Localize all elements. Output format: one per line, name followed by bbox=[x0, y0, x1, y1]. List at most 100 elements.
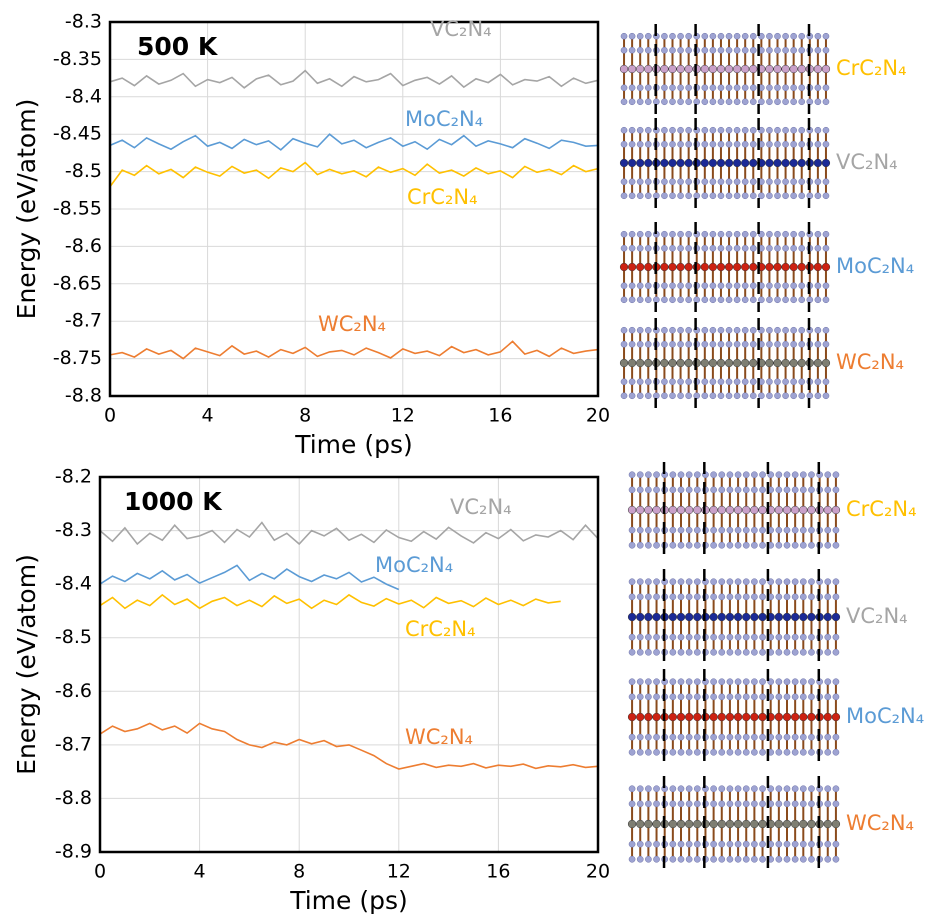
atom bbox=[693, 392, 701, 400]
x-axis-title: Time (ps) bbox=[294, 430, 413, 459]
atom bbox=[766, 340, 773, 348]
atom bbox=[742, 633, 750, 641]
atom bbox=[782, 46, 789, 54]
atom bbox=[726, 541, 734, 549]
atom bbox=[808, 486, 815, 494]
metal-atom bbox=[700, 158, 709, 168]
atom bbox=[725, 178, 733, 186]
atom bbox=[751, 693, 758, 701]
atom bbox=[677, 326, 684, 334]
atom bbox=[734, 748, 742, 756]
atom bbox=[824, 855, 832, 863]
series-line bbox=[109, 69, 599, 89]
atom bbox=[751, 840, 758, 848]
atom bbox=[751, 733, 758, 741]
atom bbox=[759, 840, 766, 848]
atom bbox=[677, 32, 684, 40]
metal-atom bbox=[807, 612, 816, 622]
atom bbox=[783, 855, 791, 863]
atom bbox=[725, 296, 733, 304]
atom bbox=[751, 785, 758, 793]
atom bbox=[685, 840, 693, 848]
metal-atom bbox=[668, 158, 677, 168]
plot-frame bbox=[98, 475, 600, 854]
atom bbox=[814, 392, 822, 400]
atom bbox=[710, 593, 717, 601]
atom bbox=[814, 296, 822, 304]
metal-atom bbox=[627, 262, 637, 272]
metal-atom bbox=[782, 712, 792, 722]
atom bbox=[685, 392, 692, 400]
atom bbox=[636, 526, 644, 534]
atom bbox=[693, 296, 701, 304]
atom bbox=[798, 326, 806, 334]
atom bbox=[734, 578, 742, 586]
atom bbox=[661, 282, 668, 290]
atom bbox=[759, 541, 766, 549]
atom bbox=[832, 800, 840, 808]
atom bbox=[677, 340, 684, 348]
atom bbox=[726, 486, 734, 494]
atom bbox=[759, 471, 766, 479]
metal-atom bbox=[684, 358, 693, 368]
atom bbox=[742, 578, 750, 586]
atom bbox=[628, 140, 636, 148]
atom bbox=[718, 748, 726, 756]
atom bbox=[717, 46, 725, 54]
atom bbox=[766, 126, 773, 134]
atom bbox=[808, 578, 815, 586]
atom bbox=[620, 296, 628, 304]
atom bbox=[725, 98, 733, 106]
atom bbox=[669, 46, 676, 54]
atom bbox=[759, 486, 766, 494]
atom bbox=[718, 733, 726, 741]
atom bbox=[733, 32, 741, 40]
atom bbox=[759, 733, 766, 741]
atom bbox=[790, 244, 797, 252]
structure-label: CrC₂N₄ bbox=[836, 56, 907, 80]
atom bbox=[620, 126, 628, 134]
metal-atom bbox=[725, 819, 735, 829]
metal-atom bbox=[619, 262, 629, 272]
metal-atom bbox=[799, 712, 808, 722]
atom bbox=[701, 140, 709, 148]
atom bbox=[726, 748, 734, 756]
atom bbox=[685, 32, 692, 40]
atom bbox=[701, 178, 709, 186]
atom bbox=[798, 46, 806, 54]
atom bbox=[628, 785, 636, 793]
metal-atom bbox=[676, 158, 685, 168]
atom bbox=[717, 378, 725, 386]
atom bbox=[628, 230, 636, 238]
atom bbox=[669, 526, 677, 534]
structure-label: MoC₂N₄ bbox=[846, 704, 924, 728]
atom bbox=[669, 840, 677, 848]
series-line bbox=[99, 564, 400, 591]
atom bbox=[669, 392, 676, 400]
atom bbox=[749, 32, 757, 40]
atom bbox=[799, 633, 807, 641]
atom bbox=[693, 541, 701, 549]
metal-atom bbox=[676, 505, 686, 515]
atom bbox=[766, 84, 773, 92]
atom bbox=[759, 526, 766, 534]
metal-atom bbox=[716, 358, 726, 368]
metal-atom bbox=[627, 158, 637, 168]
atom bbox=[653, 693, 660, 701]
atom bbox=[774, 140, 781, 148]
atom bbox=[661, 192, 668, 200]
metal-atom bbox=[773, 64, 782, 74]
atom bbox=[791, 486, 799, 494]
atom bbox=[824, 578, 832, 586]
atom bbox=[644, 98, 652, 106]
atom bbox=[742, 785, 750, 793]
atom bbox=[636, 733, 644, 741]
atom bbox=[718, 693, 726, 701]
atom bbox=[725, 32, 733, 40]
atom bbox=[790, 46, 797, 54]
atom bbox=[808, 785, 815, 793]
atom bbox=[741, 326, 749, 334]
metal-atom bbox=[821, 158, 831, 168]
atom bbox=[751, 855, 758, 863]
atom bbox=[628, 192, 636, 200]
